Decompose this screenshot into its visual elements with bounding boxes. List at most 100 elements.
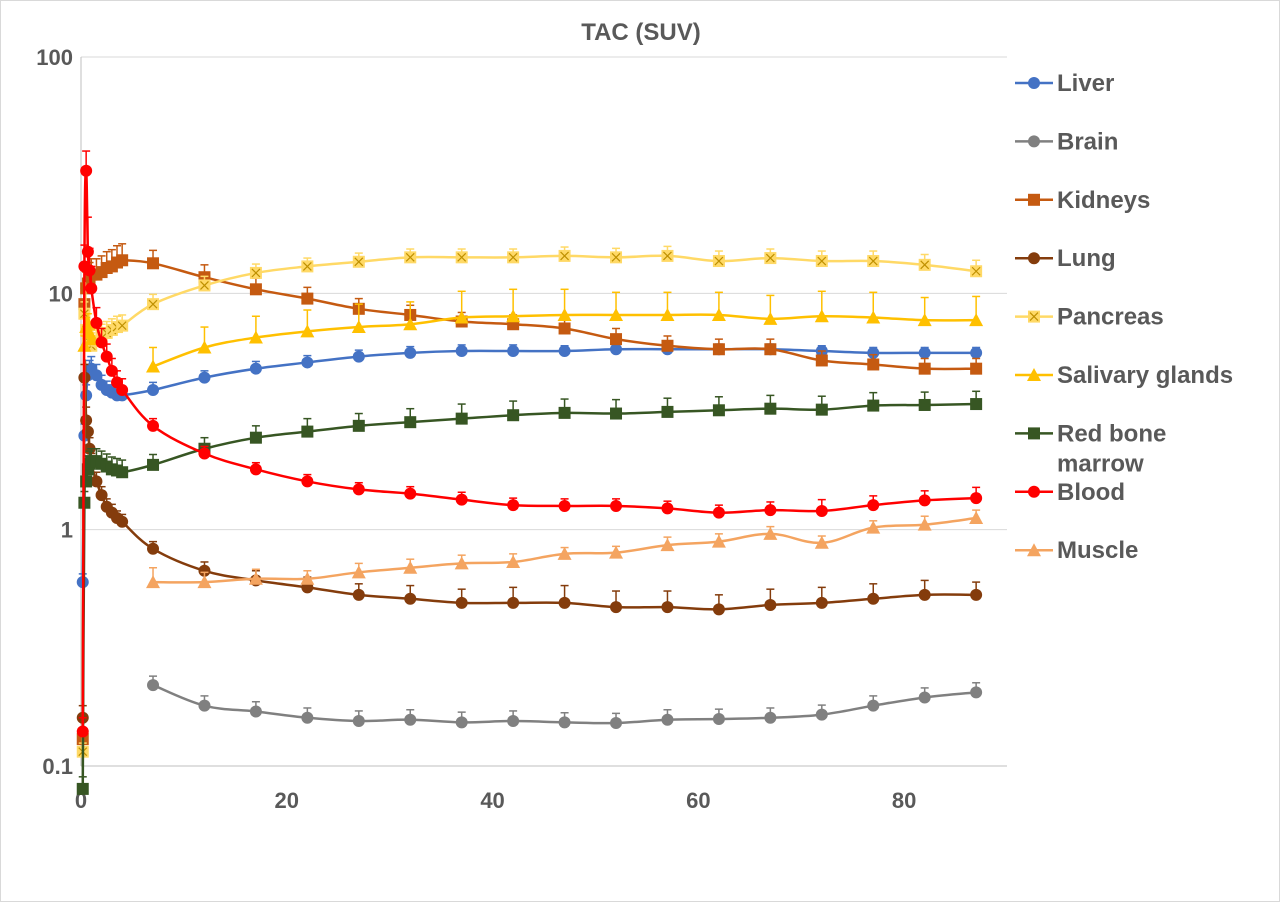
data-point-kidneys bbox=[249, 283, 262, 296]
data-point-liver bbox=[90, 369, 103, 382]
data-point-lung bbox=[661, 601, 674, 614]
legend-label: Blood bbox=[1057, 479, 1125, 506]
data-point-lung bbox=[867, 592, 880, 605]
data-point-kidneys bbox=[712, 343, 725, 356]
data-point-lung bbox=[507, 596, 520, 609]
marker-cross-b bbox=[817, 256, 827, 266]
data-point-muscle bbox=[557, 546, 572, 560]
data-point-kidneys bbox=[661, 339, 674, 352]
legend-label: Salivary glands bbox=[1057, 362, 1233, 389]
axes bbox=[80, 57, 1007, 767]
data-point-pancreas bbox=[712, 255, 725, 268]
data-point-lung bbox=[95, 489, 108, 502]
legend-marker bbox=[1028, 427, 1040, 440]
data-point-red-bone-marrow bbox=[712, 404, 725, 417]
data-point-kidneys bbox=[558, 322, 571, 335]
data-point-brain bbox=[249, 705, 262, 718]
marker-cross-b bbox=[765, 253, 775, 263]
data-point-brain bbox=[558, 716, 571, 729]
data-point-blood bbox=[105, 364, 118, 377]
data-point-lung bbox=[147, 542, 160, 555]
data-point-salivary-glands bbox=[660, 307, 675, 321]
data-point-red-bone-marrow bbox=[507, 409, 520, 422]
data-point-salivary-glands bbox=[197, 340, 212, 354]
data-point-lung bbox=[610, 601, 623, 614]
data-point-pancreas bbox=[455, 251, 468, 264]
data-point-blood bbox=[507, 499, 520, 512]
data-point-blood bbox=[80, 164, 93, 177]
data-point-pancreas bbox=[815, 255, 828, 268]
data-point-muscle bbox=[969, 511, 984, 525]
data-point-salivary-glands bbox=[866, 310, 881, 324]
data-point-pancreas bbox=[970, 265, 983, 278]
data-point-blood bbox=[147, 419, 160, 432]
marker-cross-b bbox=[117, 321, 127, 331]
data-point-liver bbox=[455, 345, 468, 358]
legend-label: Lung bbox=[1057, 245, 1116, 272]
data-point-muscle bbox=[146, 575, 161, 589]
marker-cross-b bbox=[611, 252, 621, 262]
data-point-lung bbox=[918, 588, 931, 601]
data-point-blood bbox=[404, 487, 417, 500]
y-tick-label-1: 1 bbox=[61, 518, 73, 543]
series-kidneys bbox=[76, 243, 983, 746]
data-point-red-bone-marrow bbox=[147, 458, 160, 471]
data-point-kidneys bbox=[970, 362, 983, 375]
data-point-muscle bbox=[866, 520, 881, 534]
data-point-blood bbox=[918, 494, 931, 507]
data-point-brain bbox=[404, 713, 417, 726]
data-point-red-bone-marrow bbox=[116, 466, 129, 479]
data-point-pancreas bbox=[147, 298, 160, 311]
series-line-pancreas bbox=[81, 254, 977, 752]
data-point-pancreas bbox=[116, 319, 129, 332]
data-point-blood bbox=[610, 499, 623, 512]
data-point-lung bbox=[815, 596, 828, 609]
data-point-muscle bbox=[248, 571, 263, 585]
data-point-pancreas bbox=[558, 249, 571, 262]
series-brain bbox=[147, 675, 983, 730]
series-pancreas bbox=[76, 245, 983, 758]
legend-item-muscle: Muscle bbox=[1015, 537, 1138, 564]
y-tick-label-0.1: 0.1 bbox=[42, 754, 73, 779]
marker-cross-b bbox=[148, 299, 158, 309]
data-point-liver bbox=[867, 346, 880, 359]
data-point-salivary-glands bbox=[711, 307, 726, 321]
data-point-blood bbox=[76, 725, 89, 738]
legend-marker bbox=[1028, 252, 1040, 265]
data-point-salivary-glands bbox=[84, 332, 99, 346]
data-point-blood bbox=[558, 499, 571, 512]
data-point-kidneys bbox=[918, 362, 931, 375]
data-point-salivary-glands bbox=[506, 309, 521, 323]
data-point-salivary-glands bbox=[917, 313, 932, 327]
data-point-liver bbox=[558, 345, 571, 358]
data-point-brain bbox=[198, 699, 211, 712]
series-layer bbox=[76, 150, 984, 795]
data-point-brain bbox=[815, 708, 828, 721]
marker-cross-b bbox=[560, 251, 570, 261]
series-blood bbox=[76, 150, 983, 738]
data-point-lung bbox=[90, 475, 103, 488]
series-red-bone-marrow bbox=[76, 390, 983, 795]
data-point-pancreas bbox=[661, 249, 674, 262]
data-point-salivary-glands bbox=[557, 307, 572, 321]
marker-cross-b bbox=[971, 266, 981, 276]
data-point-red-bone-marrow bbox=[815, 403, 828, 416]
data-point-blood bbox=[100, 350, 113, 363]
marker-cross-b bbox=[663, 251, 672, 261]
data-point-lung bbox=[455, 596, 468, 609]
legend-marker bbox=[1028, 485, 1040, 498]
gridlines bbox=[81, 56, 1007, 531]
data-point-lung bbox=[80, 414, 93, 427]
data-point-red-bone-marrow bbox=[558, 406, 571, 419]
data-point-pancreas bbox=[918, 258, 931, 271]
marker-cross-b bbox=[508, 252, 518, 262]
data-point-brain bbox=[764, 711, 777, 724]
data-point-salivary-glands bbox=[403, 317, 418, 331]
marker-cross-b bbox=[200, 281, 209, 290]
legend-marker bbox=[1028, 193, 1040, 206]
data-point-liver bbox=[249, 362, 262, 375]
data-point-liver bbox=[918, 346, 931, 359]
series-liver bbox=[76, 343, 983, 589]
marker-cross-b bbox=[920, 260, 930, 270]
